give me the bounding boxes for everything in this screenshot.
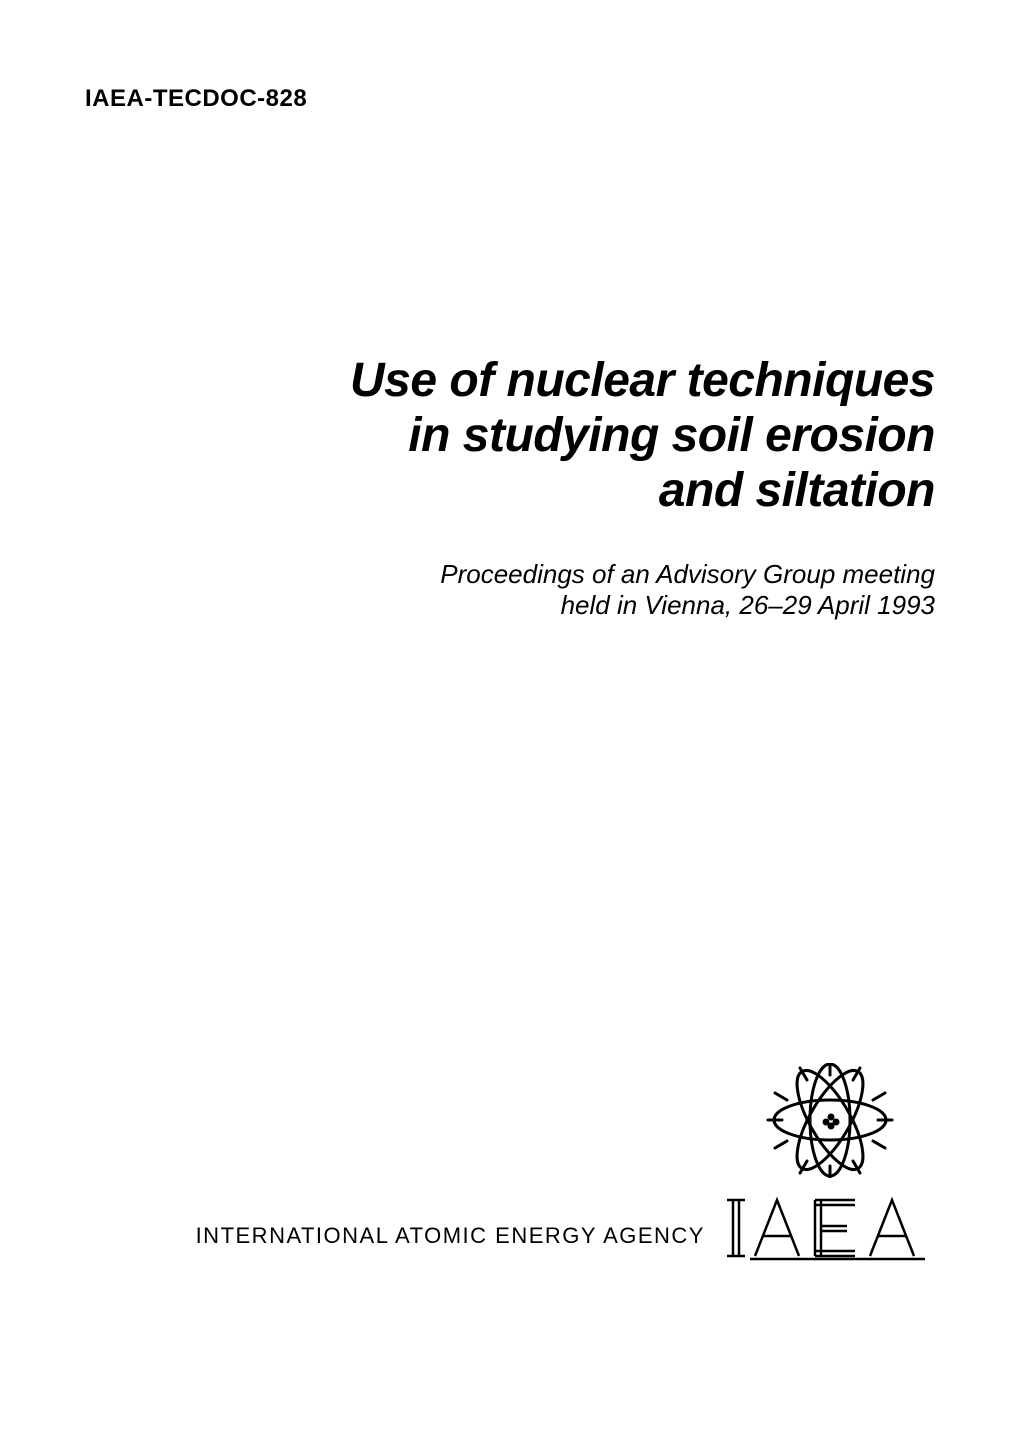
subtitle-line-2: held in Vienna, 26–29 April 1993 [85,590,935,621]
title-line-1: Use of nuclear techniques [350,354,935,407]
agency-name: INTERNATIONAL ATOMIC ENERGY AGENCY [196,1223,705,1261]
footer-block: INTERNATIONAL ATOMIC ENERGY AGENCY [196,1063,935,1261]
main-title: Use of nuclear techniques in studying so… [85,353,935,519]
title-block: Use of nuclear techniques in studying so… [85,353,935,519]
subtitle-block: Proceedings of an Advisory Group meeting… [85,559,935,621]
document-identifier: IAEA-TECDOC-828 [85,85,935,113]
title-line-2: in studying soil erosion [408,409,935,462]
document-cover-page: IAEA-TECDOC-828 Use of nuclear technique… [0,0,1020,1441]
title-line-3: and siltation [659,464,935,517]
iaea-acronym-icon [725,1196,935,1261]
logo-block [725,1063,935,1261]
atom-icon [765,1063,895,1178]
subtitle-line-1: Proceedings of an Advisory Group meeting [85,559,935,590]
